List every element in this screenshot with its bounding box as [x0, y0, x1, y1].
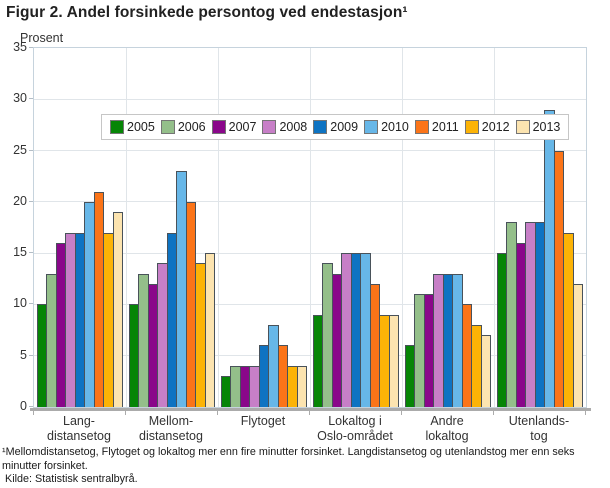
- figure-title: Figur 2. Andel forsinkede persontog ved …: [6, 4, 408, 21]
- y-tick-label-30: 30: [13, 91, 27, 106]
- x-axis-line: [30, 408, 591, 411]
- legend-swatch-2011: [414, 120, 429, 134]
- bar-2013: [204, 253, 216, 407]
- bar-group-3: [218, 48, 310, 407]
- x-tick-mark: [585, 408, 586, 415]
- legend-label-2011: 2011: [431, 120, 459, 134]
- bar-group-5: [402, 48, 494, 407]
- bar-group-6: [494, 48, 586, 407]
- x-category-label-line: Mellom-: [148, 414, 194, 428]
- y-tick-mark-5: [29, 354, 33, 356]
- bar-2013: [296, 366, 308, 407]
- legend-label-2007: 2007: [228, 120, 257, 134]
- footnote: ¹Mellomdistansetog, Flytoget og lokaltog…: [2, 446, 575, 472]
- x-category-label-line: Andre: [430, 414, 464, 428]
- legend: 2005 2006 2007 2008 2009 2010 2011 2012 2013: [101, 114, 570, 140]
- x-category-label-line: distansetog: [139, 429, 203, 443]
- legend-label-2013: 2013: [532, 120, 561, 134]
- legend-item-2012: 2012: [464, 120, 510, 134]
- x-category-label-1: Lang-distansetog: [13, 414, 145, 444]
- legend-swatch-2007: [211, 120, 226, 134]
- y-tick-label-35: 35: [13, 40, 27, 54]
- x-tick-mark: [309, 408, 310, 415]
- x-tick-mark: [401, 408, 402, 415]
- y-axis-unit-label: Prosent: [20, 31, 64, 45]
- x-category-label-2: Mellom-distansetog: [105, 414, 237, 444]
- y-tick-label-15: 15: [13, 245, 27, 260]
- y-tick-label-5: 5: [20, 347, 27, 362]
- x-tick-mark: [493, 408, 494, 415]
- x-category-label-6: Utenlands-tog: [473, 414, 605, 444]
- x-category-label-line: Lang-: [63, 414, 95, 428]
- legend-item-2006: 2006: [160, 120, 206, 134]
- y-tick-label-20: 20: [13, 193, 27, 208]
- x-category-label-line: Oslo-området: [317, 429, 393, 443]
- x-category-label-3: Flytoget: [197, 414, 329, 429]
- bar-group-4: [310, 48, 402, 407]
- bar-2013: [480, 335, 492, 407]
- legend-swatch-2010: [364, 120, 379, 134]
- legend-label-2009: 2009: [330, 120, 359, 134]
- legend-label-2012: 2012: [481, 120, 510, 134]
- bar-group-1: [34, 48, 126, 407]
- legend-label-2010: 2010: [381, 120, 409, 134]
- x-category-label-line: Flytoget: [240, 414, 286, 428]
- bars-layer: [34, 48, 586, 407]
- x-category-label-line: distansetog: [47, 429, 111, 443]
- legend-label-2008: 2008: [279, 120, 308, 134]
- x-category-label-line: tog: [530, 429, 548, 443]
- legend-swatch-2012: [464, 120, 479, 134]
- x-category-label-4: Lokaltog i Oslo-området: [289, 414, 421, 444]
- legend-swatch-2005: [110, 120, 124, 134]
- x-tick-mark: [125, 408, 126, 415]
- y-tick-mark-10: [29, 303, 33, 305]
- y-tick-label-25: 25: [13, 142, 27, 157]
- legend-item-2013: 2013: [515, 120, 561, 134]
- bar-2013: [112, 212, 124, 407]
- legend-item-2010: 2010: [364, 120, 409, 134]
- y-tick-mark-15: [29, 252, 33, 254]
- bar-group-2: [126, 48, 218, 407]
- y-tick-label-0: 0: [20, 399, 27, 413]
- x-category-label-5: Andre lokaltog: [381, 414, 513, 444]
- legend-label-2006: 2006: [177, 120, 206, 134]
- legend-item-2011: 2011: [414, 120, 459, 134]
- y-tick-mark-35: [29, 47, 33, 48]
- y-tick-label-10: 10: [13, 296, 27, 311]
- legend-item-2007: 2007: [211, 120, 257, 134]
- legend-item-2005: 2005: [110, 120, 155, 134]
- y-tick-mark-30: [29, 98, 33, 100]
- legend-label-2005: 2005: [127, 120, 155, 134]
- legend-item-2008: 2008: [262, 120, 307, 134]
- legend-swatch-2008: [262, 120, 277, 134]
- y-tick-mark-25: [29, 149, 33, 151]
- legend-item-2009: 2009: [313, 120, 358, 134]
- x-category-label-line: Utenlands-: [508, 414, 570, 428]
- x-category-label-line: lokaltog: [425, 429, 469, 443]
- legend-swatch-2006: [160, 120, 175, 134]
- plot-area: 2005 2006 2007 2008 2009 2010 2011 2012 2013: [33, 47, 587, 408]
- bar-2013: [572, 284, 584, 407]
- source-note: Kilde: Statistisk sentralbyrå.: [5, 473, 138, 485]
- x-tick-mark: [217, 408, 218, 415]
- y-tick-mark-0: [29, 406, 33, 407]
- bar-2013: [388, 315, 400, 407]
- x-tick-mark: [33, 408, 34, 415]
- legend-swatch-2013: [515, 120, 530, 134]
- y-tick-mark-20: [29, 200, 33, 202]
- legend-swatch-2009: [313, 120, 328, 134]
- x-category-label-line: Lokaltog i: [328, 414, 382, 428]
